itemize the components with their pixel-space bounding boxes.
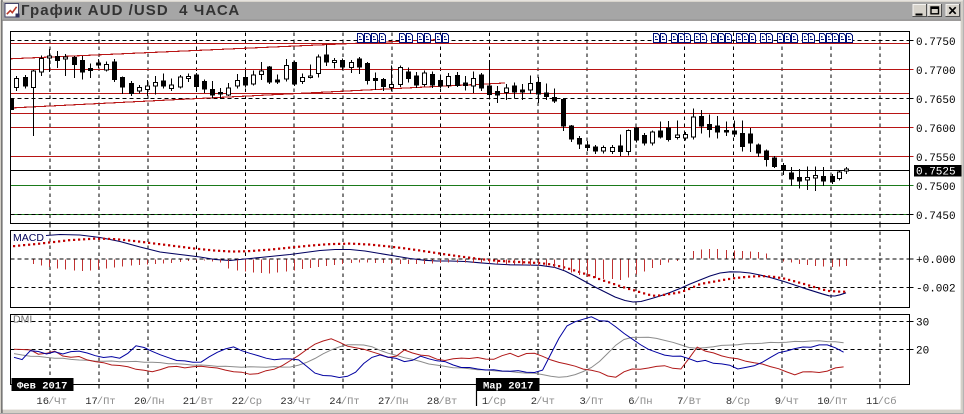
svg-text:30: 30 <box>916 318 929 330</box>
svg-text:/Вт: /Вт <box>438 396 457 408</box>
svg-text:0.7500: 0.7500 <box>916 182 956 194</box>
svg-text:10: 10 <box>817 396 830 408</box>
svg-text:21: 21 <box>183 396 196 408</box>
svg-text:/Пт: /Пт <box>341 396 360 408</box>
svg-text:16: 16 <box>36 396 49 408</box>
svg-text:/Чт: /Чт <box>536 396 555 408</box>
svg-text:График AUD /USD 4 ЧАСА: График AUD /USD 4 ЧАСА <box>21 2 240 19</box>
svg-text:9: 9 <box>775 396 781 408</box>
svg-text:6: 6 <box>628 396 634 408</box>
svg-text:17: 17 <box>85 396 98 408</box>
svg-text:20: 20 <box>916 346 929 358</box>
svg-text:0.7550: 0.7550 <box>916 153 956 165</box>
svg-text:7: 7 <box>677 396 683 408</box>
svg-text:/Ср: /Ср <box>487 396 506 408</box>
svg-text:3: 3 <box>579 396 585 408</box>
svg-text:11: 11 <box>866 396 879 408</box>
svg-text:28: 28 <box>427 396 440 408</box>
svg-text:22: 22 <box>232 396 245 408</box>
svg-text:/Сб: /Сб <box>878 395 897 408</box>
svg-text:1: 1 <box>482 396 488 408</box>
svg-text:0.7650: 0.7650 <box>916 95 956 107</box>
svg-text:Мар 2017: Мар 2017 <box>483 380 533 392</box>
svg-text:/Ср: /Ср <box>731 396 750 408</box>
svg-text:0.7750: 0.7750 <box>916 37 956 49</box>
svg-text:/Вт: /Вт <box>194 396 213 408</box>
svg-text:0.7525: 0.7525 <box>916 167 956 179</box>
svg-text:/Чт: /Чт <box>48 396 67 408</box>
svg-text:2: 2 <box>531 396 537 408</box>
svg-text:/Чт: /Чт <box>780 396 799 408</box>
svg-text:/Пн: /Пн <box>390 396 409 408</box>
svg-text:/Пт: /Пт <box>97 396 116 408</box>
svg-text:Фев 2017: Фев 2017 <box>17 380 67 392</box>
svg-text:0.7600: 0.7600 <box>916 124 956 136</box>
svg-text:20: 20 <box>134 396 147 408</box>
svg-text:DMI: DMI <box>13 314 32 326</box>
svg-text:24: 24 <box>329 396 342 408</box>
svg-text:MACD: MACD <box>13 232 44 244</box>
svg-text:/Вт: /Вт <box>682 396 701 408</box>
svg-text:/Пн: /Пн <box>634 396 653 408</box>
svg-text:0.7700: 0.7700 <box>916 66 956 78</box>
svg-text:8: 8 <box>726 396 732 408</box>
svg-text:/Ср: /Ср <box>243 396 262 408</box>
svg-text:23: 23 <box>280 396 293 408</box>
svg-text:/Пн: /Пн <box>146 396 165 408</box>
svg-text:0.7450: 0.7450 <box>916 211 956 223</box>
svg-text:/Пт: /Пт <box>829 396 848 408</box>
svg-text:+0.000: +0.000 <box>916 255 956 267</box>
svg-text:-0.002: -0.002 <box>916 284 956 296</box>
svg-text:/Пт: /Пт <box>585 396 604 408</box>
svg-text:/Чт: /Чт <box>292 396 311 408</box>
svg-text:27: 27 <box>378 396 391 408</box>
